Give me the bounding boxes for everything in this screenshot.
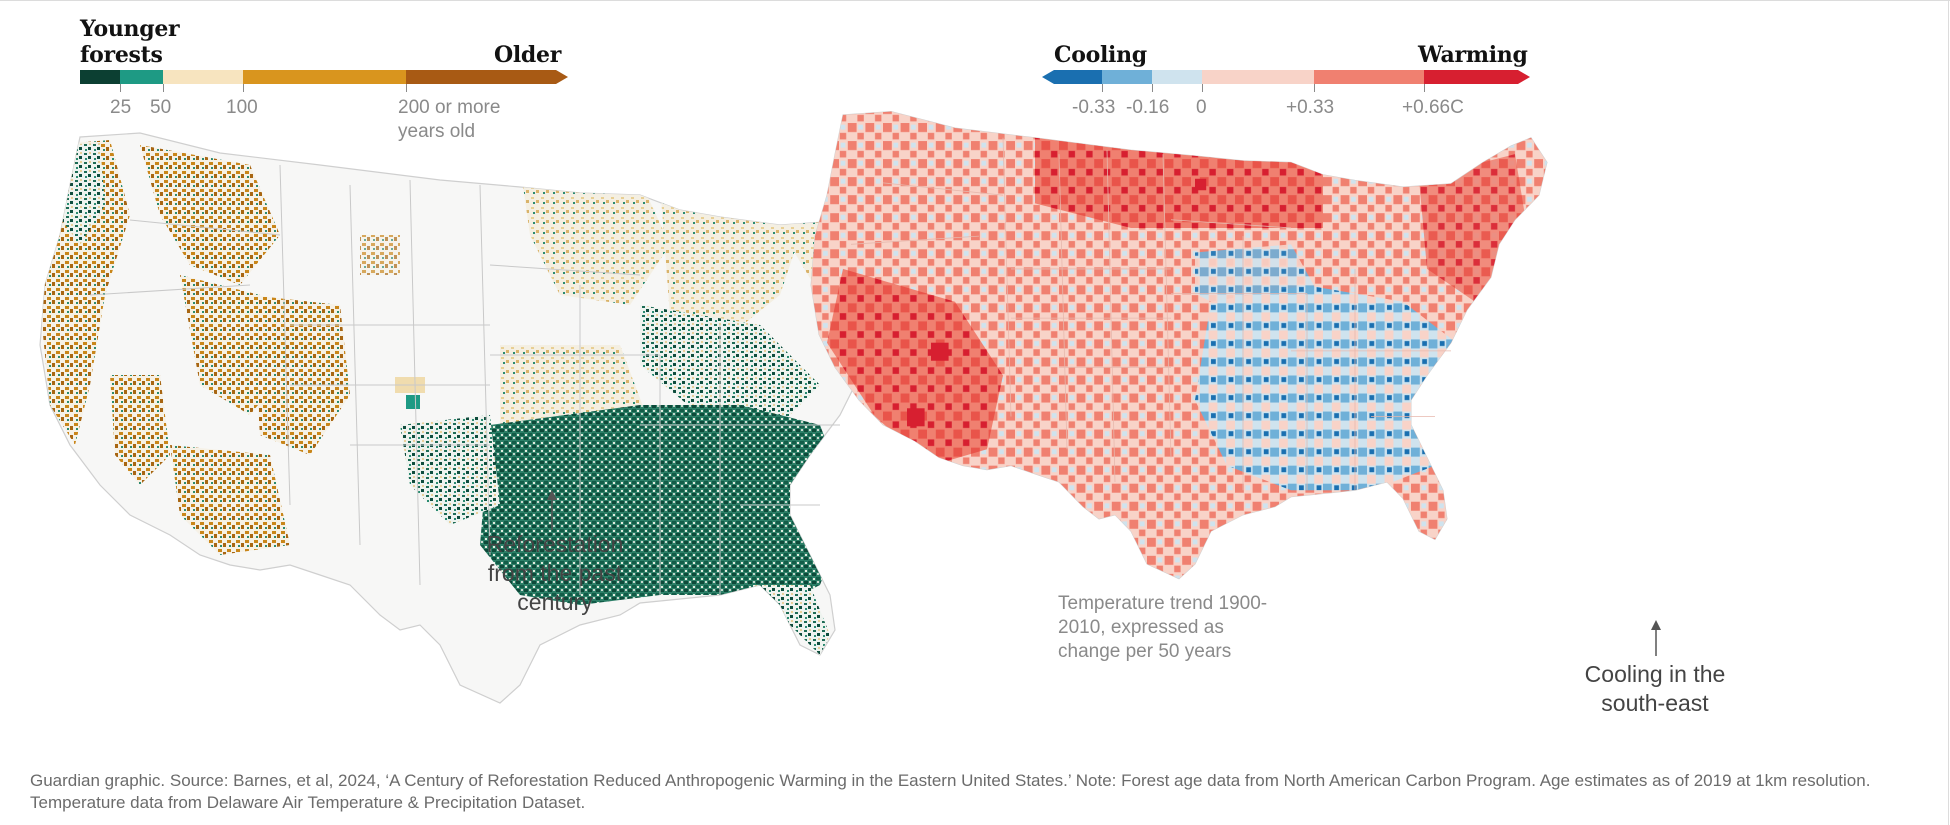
southwest-forests: [170, 445, 290, 555]
temp-bar-arrow-left: [1042, 70, 1054, 84]
forest-legend-title-younger: Younger forests: [80, 16, 180, 68]
temp-tick-mark-zero: [1202, 84, 1203, 92]
temp-bar-arrow-right: [1518, 70, 1530, 84]
temperature-color-bar: [1042, 70, 1530, 84]
source-footnote: Guardian graphic. Source: Barnes, et al,…: [30, 771, 1871, 812]
temp-tick-neg033: -0.33: [1072, 97, 1116, 118]
temp-bar-segment-slight-cooling: [1152, 70, 1202, 84]
southwest-warming: [827, 268, 1003, 466]
forest-tick-mark-25: [120, 84, 121, 92]
forest-tick-mark-50: [163, 84, 164, 92]
reforestation-callout: Reforestation from the past century: [486, 531, 624, 615]
forest-bar-arrow: [556, 70, 568, 84]
temp-tick-mark-neg016: [1152, 84, 1153, 92]
forest-tick-200-plus: 200 or more years old: [398, 97, 501, 142]
black-hills-forests: [360, 235, 400, 275]
southeast-cooling: [1195, 285, 1467, 491]
temp-bar-segment-strong-warming: [1424, 70, 1518, 84]
cooling-arrow: [1651, 620, 1661, 656]
temp-tick-neg016: -0.16: [1126, 97, 1170, 118]
sierra-forests: [110, 375, 170, 485]
temp-bar-segment-strong-cooling: [1054, 70, 1102, 84]
temperature-trend-note: Temperature trend 1900-2010, expressed a…: [1058, 593, 1268, 662]
southwest-hotspot-1: [931, 342, 949, 361]
temp-bar-segment-warming: [1314, 70, 1424, 84]
forest-age-color-bar: [80, 70, 568, 84]
northern-rockies-forests: [140, 145, 280, 285]
forest-bar-segment-200-plus: [406, 70, 556, 84]
southeast-young-forests: [480, 405, 850, 605]
plains-hotspot: [1195, 178, 1207, 191]
forest-bar-segment-0-25: [80, 70, 120, 84]
texas-young-forests: [400, 415, 500, 525]
state-borders: [89, 164, 840, 595]
colorado-forests: [250, 295, 350, 455]
state-borders: [850, 137, 1451, 491]
temp-bar-segment-cooling: [1102, 70, 1152, 84]
forest-bar-segment-50-100: [163, 70, 243, 84]
appalachian-forests: [640, 305, 820, 425]
temp-tick-pos033: +0.33: [1286, 97, 1335, 118]
top-rule: [0, 0, 1950, 1]
forest-tick-mark-100: [243, 84, 244, 92]
forest-tick-100: 100: [226, 97, 258, 118]
midwest-cooling: [1195, 244, 1323, 319]
temp-tick-mark-neg033: [1102, 84, 1103, 92]
forest-tick-mark-200: [406, 84, 407, 92]
forest-tick-50: 50: [150, 97, 172, 118]
texas-young-patch: [406, 395, 420, 409]
forest-bar-segment-100-200: [243, 70, 406, 84]
temp-tick-zero: 0: [1196, 97, 1207, 118]
temp-bar-segment-slight-warming: [1202, 70, 1314, 84]
southwest-hotspot-2: [907, 408, 925, 427]
temperature-trend-map: [810, 111, 1548, 580]
temp-tick-mark-pos033: [1314, 84, 1315, 92]
forest-bar-segment-25-50: [120, 70, 163, 84]
reforestation-arrow: [547, 490, 557, 530]
temp-tick-mark-pos066: [1424, 84, 1425, 92]
temp-legend-title-warming: Warming: [1418, 42, 1528, 68]
temp-tick-pos066: +0.66C: [1402, 97, 1464, 118]
forest-legend-title-older: Older: [494, 42, 561, 68]
cooling-southeast-callout: Cooling in the south-east: [1584, 661, 1726, 716]
right-rule: [1948, 0, 1949, 825]
forest-age-map: [39, 132, 961, 704]
forest-tick-25: 25: [110, 97, 132, 118]
temp-legend-title-cooling: Cooling: [1054, 42, 1147, 68]
